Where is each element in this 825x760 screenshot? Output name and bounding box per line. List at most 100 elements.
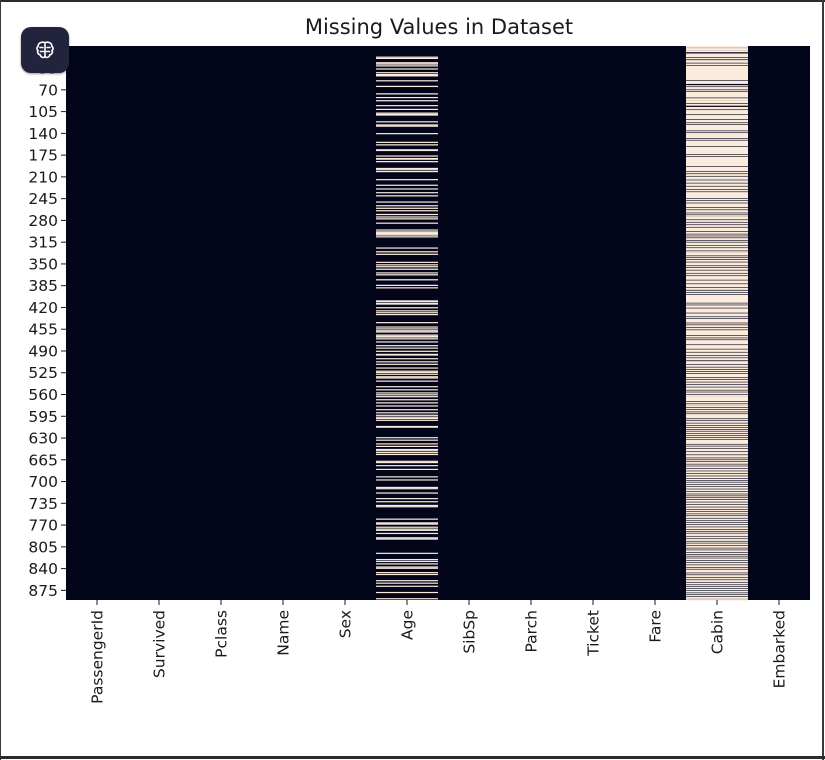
y-tick-label: 700 bbox=[28, 473, 58, 491]
x-tick-label-sex: Sex bbox=[337, 610, 355, 638]
missing-cell-age bbox=[376, 326, 438, 328]
x-tick-label-name: Name bbox=[275, 610, 293, 656]
missing-cell-cabin bbox=[686, 429, 748, 431]
y-tick-label: 875 bbox=[28, 582, 58, 600]
missing-cell-cabin bbox=[686, 92, 748, 98]
x-tick-label-fare: Fare bbox=[647, 610, 665, 643]
missing-cell-age bbox=[376, 266, 438, 268]
missing-cell-cabin bbox=[686, 65, 748, 81]
missing-cell-age bbox=[376, 264, 438, 266]
missing-cell-age bbox=[376, 184, 438, 186]
missing-cell-cabin bbox=[686, 458, 748, 460]
x-tick-label-age: Age bbox=[399, 610, 417, 640]
missing-cell-cabin bbox=[686, 431, 748, 434]
y-tick-label: 560 bbox=[28, 386, 58, 404]
missing-cell-cabin bbox=[686, 189, 748, 192]
missing-cell-cabin bbox=[686, 220, 748, 222]
y-tick-label: 770 bbox=[28, 517, 58, 535]
missing-cell-cabin bbox=[686, 425, 748, 428]
missing-cell-cabin bbox=[686, 192, 748, 199]
missing-cell-age bbox=[376, 328, 438, 330]
missing-cell-age bbox=[376, 567, 438, 569]
missing-cell-age bbox=[376, 268, 438, 270]
missing-cell-age bbox=[376, 192, 438, 194]
missing-cell-cabin bbox=[686, 213, 748, 215]
missing-cell-cabin bbox=[686, 171, 748, 174]
missing-cell-age bbox=[376, 416, 438, 418]
missing-cell-age bbox=[376, 563, 438, 565]
missing-cell-age bbox=[376, 222, 438, 224]
missing-cell-cabin bbox=[686, 384, 748, 387]
missing-cell-age bbox=[376, 121, 438, 123]
missing-cell-cabin bbox=[686, 174, 748, 176]
missing-cell-cabin bbox=[686, 466, 748, 469]
missing-cell-cabin bbox=[686, 273, 748, 276]
x-tick-label-passengerid: PassengerId bbox=[89, 610, 107, 704]
missing-cell-cabin bbox=[686, 123, 748, 125]
missing-cell-age bbox=[376, 157, 438, 160]
missing-cell-cabin bbox=[686, 305, 748, 308]
missing-cell-cabin bbox=[686, 461, 748, 464]
missing-cell-age bbox=[376, 57, 438, 60]
missing-cell-cabin bbox=[686, 420, 748, 423]
missing-cell-cabin bbox=[686, 527, 748, 530]
missing-cell-cabin bbox=[686, 596, 748, 599]
missing-cell-age bbox=[376, 371, 438, 374]
missing-cell-cabin bbox=[686, 556, 748, 558]
missing-cell-cabin bbox=[686, 63, 748, 66]
missing-cell-cabin bbox=[686, 90, 748, 92]
missing-cell-cabin bbox=[686, 360, 748, 362]
missing-cell-cabin bbox=[686, 573, 748, 575]
missing-cell-cabin bbox=[686, 290, 748, 293]
missing-cell-cabin bbox=[686, 496, 748, 498]
missing-cell-cabin bbox=[686, 186, 748, 190]
missing-cell-cabin bbox=[686, 355, 748, 358]
missing-cell-cabin bbox=[686, 405, 748, 408]
missing-cell-cabin bbox=[686, 242, 748, 245]
missing-cell-cabin bbox=[686, 330, 748, 336]
app-badge[interactable] bbox=[21, 27, 69, 73]
missing-cell-age bbox=[376, 218, 438, 220]
x-tick-label-embarked: Embarked bbox=[771, 610, 789, 688]
missing-cell-cabin bbox=[686, 85, 748, 87]
missing-cell-age bbox=[376, 580, 438, 582]
missing-cell-cabin bbox=[686, 569, 748, 573]
missing-cell-cabin bbox=[686, 198, 748, 201]
y-tick-label: 175 bbox=[28, 147, 58, 165]
missing-cell-age bbox=[376, 195, 438, 197]
missing-cell-cabin bbox=[686, 227, 748, 232]
missing-cell-cabin bbox=[686, 552, 748, 554]
missing-cell-cabin bbox=[686, 210, 748, 213]
missing-cell-cabin bbox=[686, 280, 748, 284]
missing-cell-age bbox=[376, 216, 438, 218]
missing-cell-age bbox=[376, 261, 438, 263]
missing-cell-cabin bbox=[686, 494, 748, 496]
missing-cell-cabin bbox=[686, 180, 748, 183]
missing-cell-age bbox=[376, 532, 438, 535]
missing-cell-age bbox=[376, 461, 438, 464]
missing-cell-cabin bbox=[686, 448, 748, 452]
missing-cell-age bbox=[376, 402, 438, 404]
missing-cell-cabin bbox=[686, 419, 748, 421]
missing-cell-age bbox=[376, 251, 438, 253]
missing-cell-cabin bbox=[686, 590, 748, 593]
missing-cell-cabin bbox=[686, 524, 748, 527]
missing-cell-age bbox=[376, 465, 438, 467]
y-tick-label: 105 bbox=[28, 103, 58, 121]
missing-cell-age bbox=[376, 63, 438, 65]
missing-cell-age bbox=[376, 377, 438, 379]
y-tick-label: 455 bbox=[28, 321, 58, 339]
missing-cell-cabin bbox=[686, 133, 748, 139]
y-tick-label: 805 bbox=[28, 538, 58, 556]
missing-cell-age bbox=[376, 399, 438, 401]
missing-cell-age bbox=[376, 105, 438, 107]
missing-cell-age bbox=[376, 72, 438, 74]
missing-cell-cabin bbox=[686, 392, 748, 395]
missing-cell-age bbox=[376, 417, 438, 420]
missing-cell-cabin bbox=[686, 414, 748, 419]
y-axis: 3570105140175210245280315350385420455490… bbox=[28, 60, 66, 600]
missing-cell-cabin bbox=[686, 468, 748, 471]
missing-cell-cabin bbox=[686, 313, 748, 317]
missing-cell-cabin bbox=[686, 216, 748, 220]
